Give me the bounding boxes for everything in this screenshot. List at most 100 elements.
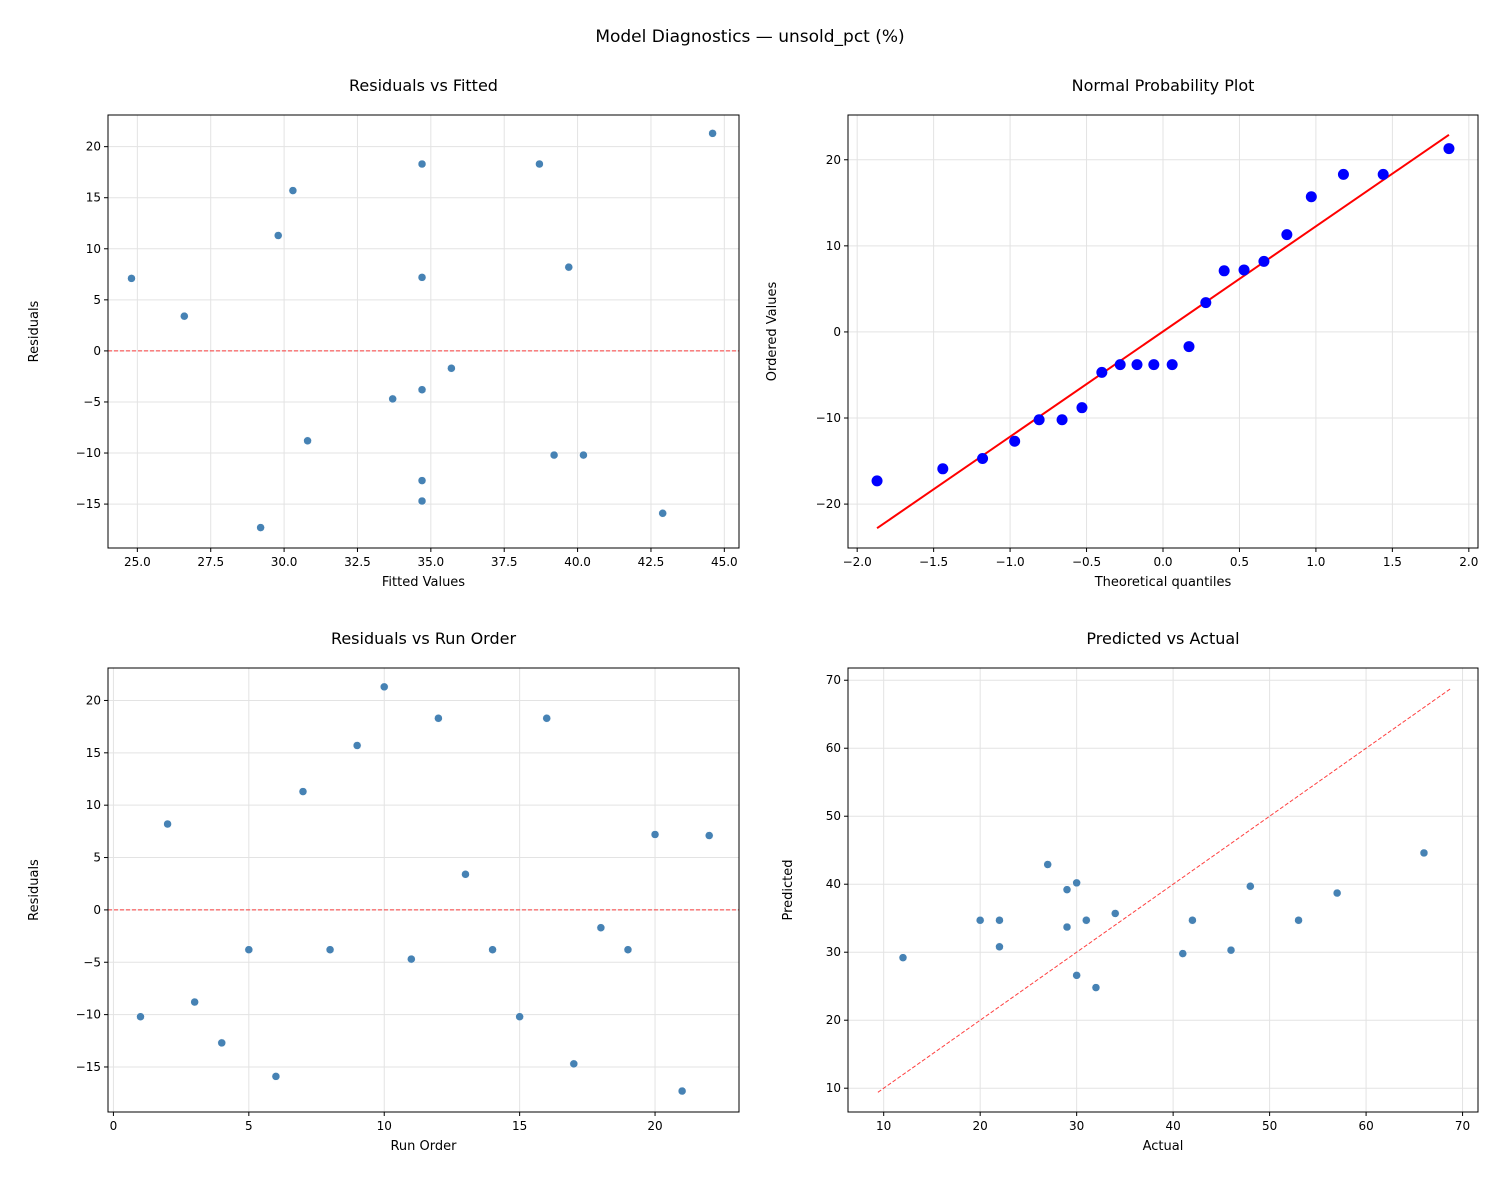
data-point bbox=[1377, 168, 1389, 180]
data-point bbox=[136, 1012, 145, 1021]
data-point bbox=[488, 945, 497, 954]
y-axis-label: Ordered Values bbox=[765, 282, 780, 382]
y-tick-label: −5 bbox=[83, 955, 101, 969]
x-tick-label: 30 bbox=[1069, 1119, 1084, 1133]
data-point bbox=[1281, 229, 1293, 241]
x-tick-label: 25.0 bbox=[124, 555, 151, 569]
y-tick-label: 40 bbox=[826, 877, 841, 891]
data-point bbox=[1062, 885, 1072, 894]
data-point bbox=[1218, 265, 1230, 277]
data-point bbox=[379, 682, 389, 692]
y-tick-label: 15 bbox=[86, 191, 101, 205]
x-tick-label: 42.5 bbox=[638, 555, 665, 569]
x-tick-label: 20 bbox=[647, 1119, 662, 1133]
data-point bbox=[650, 830, 660, 839]
y-tick-label: −5 bbox=[83, 395, 101, 409]
y-tick-label: 0 bbox=[833, 325, 841, 339]
y-tick-label: 20 bbox=[86, 693, 101, 707]
x-tick-label: 5 bbox=[245, 1119, 253, 1133]
x-tick-label: 32.5 bbox=[344, 555, 371, 569]
y-tick-label: 0 bbox=[93, 903, 101, 917]
data-point bbox=[1332, 888, 1342, 898]
x-tick-label: 35.0 bbox=[417, 555, 444, 569]
axes-frame bbox=[107, 114, 740, 549]
data-point bbox=[1188, 916, 1197, 925]
data-point bbox=[1178, 949, 1188, 958]
subplot-title: Residuals vs Run Order bbox=[331, 629, 517, 648]
data-point bbox=[549, 450, 559, 460]
y-tick-label: 10 bbox=[826, 239, 841, 253]
data-point bbox=[708, 129, 717, 138]
data-point bbox=[1200, 297, 1212, 309]
data-point bbox=[217, 1038, 226, 1048]
x-tick-label: 0.0 bbox=[1153, 555, 1172, 569]
y-tick-label: 20 bbox=[826, 153, 841, 167]
axes-frame bbox=[847, 114, 1479, 549]
predicted-vs-actual-panel: 10 20 30 40 50 60 70 10 20 30 40 50 60 70 Predicted vs… bbox=[781, 629, 1479, 1154]
data-point bbox=[1238, 264, 1250, 276]
data-point bbox=[658, 509, 667, 518]
y-tick-label: 0 bbox=[93, 344, 101, 358]
data-point bbox=[388, 394, 397, 404]
y-tick-label: 15 bbox=[86, 746, 101, 760]
data-point bbox=[579, 450, 588, 460]
y-tick-label: 30 bbox=[826, 945, 841, 959]
x-tick-label: −0.5 bbox=[1072, 555, 1101, 569]
data-point bbox=[1076, 402, 1088, 414]
fit-line bbox=[876, 133, 1450, 530]
data-point bbox=[542, 714, 551, 723]
data-point bbox=[995, 942, 1004, 952]
x-tick-label: 15 bbox=[512, 1119, 527, 1133]
data-point bbox=[995, 916, 1004, 925]
data-point bbox=[1033, 414, 1045, 426]
normal-probability-panel: −2.0 −1.5 −1.0 −0.5 0.0 0.5 1.0 1.5 2.0 −20 −10 0 10… bbox=[765, 76, 1479, 590]
x-tick-label: 50 bbox=[1262, 1119, 1277, 1133]
data-point bbox=[937, 463, 949, 475]
x-tick-label: 0 bbox=[110, 1119, 118, 1133]
data-point bbox=[1062, 922, 1072, 932]
data-point bbox=[417, 385, 427, 394]
x-axis-label: Theoretical quantiles bbox=[1094, 575, 1232, 590]
subplot-title: Residuals vs Fitted bbox=[349, 76, 498, 95]
x-tick-label: 40.0 bbox=[564, 555, 591, 569]
data-point bbox=[1258, 255, 1270, 267]
y-tick-label: 5 bbox=[93, 851, 101, 865]
data-point bbox=[564, 262, 574, 272]
x-tick-label: 70 bbox=[1455, 1119, 1470, 1133]
data-point bbox=[1166, 359, 1178, 371]
x-tick-label: 40 bbox=[1165, 1119, 1180, 1133]
data-point bbox=[1183, 341, 1195, 353]
y-tick-label: 5 bbox=[93, 293, 101, 307]
subplot-title: Predicted vs Actual bbox=[1086, 629, 1239, 648]
residuals-vs-run-order-panel: 0 5 10 15 20 −15 −10 −5 0 5 10 15 20 Residuals vs Run… bbox=[27, 629, 740, 1154]
data-point bbox=[569, 1059, 579, 1069]
data-point bbox=[1419, 848, 1429, 858]
data-point bbox=[1009, 435, 1021, 447]
data-point bbox=[1072, 971, 1081, 980]
y-tick-label: 20 bbox=[826, 1013, 841, 1027]
data-point bbox=[1091, 983, 1101, 992]
x-tick-label: 30.0 bbox=[271, 555, 298, 569]
data-point bbox=[1443, 143, 1455, 155]
y-tick-label: −10 bbox=[816, 411, 841, 425]
x-axis-label: Actual bbox=[1143, 1139, 1184, 1154]
data-point bbox=[1148, 359, 1160, 371]
data-point bbox=[447, 364, 456, 373]
x-tick-label: 60 bbox=[1358, 1119, 1373, 1133]
y-tick-label: 50 bbox=[826, 809, 841, 823]
x-tick-label: 20 bbox=[973, 1119, 988, 1133]
y-tick-label: 10 bbox=[826, 1081, 841, 1095]
x-axis-label: Fitted Values bbox=[382, 575, 465, 590]
identity-line bbox=[877, 687, 1452, 1093]
x-tick-label: −1.5 bbox=[919, 555, 948, 569]
data-point bbox=[256, 523, 265, 532]
data-point bbox=[127, 274, 136, 283]
data-point bbox=[704, 831, 714, 840]
data-point bbox=[434, 714, 443, 723]
data-point bbox=[303, 436, 312, 446]
data-point bbox=[898, 953, 908, 962]
x-tick-label: 2.0 bbox=[1459, 555, 1478, 569]
data-point bbox=[1131, 359, 1143, 371]
x-tick-label: −1.0 bbox=[996, 555, 1025, 569]
